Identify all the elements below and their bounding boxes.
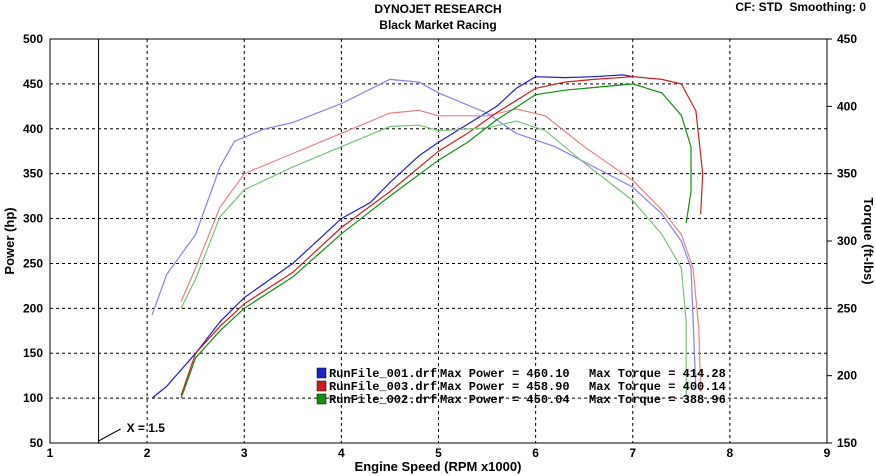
legend-max-power: Max Power = 450.04: [440, 393, 570, 407]
x-tick-label: 3: [241, 446, 248, 460]
torque-line-3: [180, 120, 687, 396]
power-line-3: [180, 83, 692, 399]
y-right-tick-label: 400: [837, 99, 857, 113]
y-left-axis-ticks: 50 100 150 200 250 300 350 400 450 500: [23, 32, 43, 450]
y-left-tick-label: 350: [23, 167, 43, 181]
x-axis-label: Engine Speed (RPM x1000): [355, 459, 522, 474]
x-tick-label: 5: [435, 446, 442, 460]
y-left-axis-label: Power (hp): [2, 207, 17, 274]
y-right-tick-label: 300: [837, 234, 857, 248]
legend-swatch: [316, 367, 327, 379]
chart-title: DYNOJET RESEARCH: [374, 2, 501, 16]
x-tick-label: 6: [532, 446, 539, 460]
torque-line-2: [180, 108, 702, 392]
legend-max-torque: Max Torque = 414.28: [589, 367, 726, 381]
y-right-axis-label: Torque (ft-lbs): [861, 197, 876, 284]
y-left-tick-label: 450: [23, 77, 43, 91]
y-right-axis-ticks: 150 200 250 300 350 400 450: [827, 32, 857, 450]
y-right-tick-label: 150: [837, 436, 857, 450]
settings-label: CF: STD Smoothing: 0: [735, 0, 866, 14]
x-tick-label: 4: [338, 446, 345, 460]
legend-run-name: RunFile_002.drf: [329, 393, 437, 407]
power-line-2: [180, 76, 704, 396]
y-right-tick-label: 450: [837, 32, 857, 46]
x-tick-label: 8: [727, 446, 734, 460]
y-left-tick-label: 250: [23, 256, 43, 270]
x-tick-label: 9: [824, 446, 831, 460]
y-right-tick-label: 250: [837, 301, 857, 315]
y-left-tick-label: 400: [23, 122, 43, 136]
legend-run-name: RunFile_003.drf: [329, 380, 437, 394]
legend-run-name: RunFile_001.drf: [329, 367, 437, 381]
x-marker-label: X = 1.5: [127, 421, 166, 435]
y-left-tick-label: 150: [23, 346, 43, 360]
y-right-tick-label: 350: [837, 167, 857, 181]
grid: [50, 39, 827, 443]
legend-swatch: [316, 393, 327, 405]
x-tick-label: 2: [144, 446, 151, 460]
x-tick-label: 1: [47, 446, 54, 460]
x-tick-label: 7: [629, 446, 636, 460]
y-left-tick-label: 100: [23, 391, 43, 405]
legend-max-power: Max Power = 458.90: [440, 380, 570, 394]
y-left-tick-label: 50: [30, 436, 44, 450]
y-right-tick-label: 200: [837, 369, 857, 383]
torque-line-1: [151, 78, 697, 390]
x-axis-ticks: 1 2 3 4 5 6 7 8 9: [47, 446, 831, 460]
y-left-tick-label: 300: [23, 212, 43, 226]
y-left-tick-label: 500: [23, 32, 43, 46]
legend-swatch: [316, 380, 327, 392]
chart-subtitle: Black Market Racing: [379, 18, 496, 32]
legend-max-power: Max Power = 460.10: [440, 367, 570, 381]
legend: RunFile_001.drf Max Power = 460.10 Max Tor…: [316, 367, 726, 407]
power-line-1: [151, 74, 633, 399]
legend-max-torque: Max Torque = 388.96: [589, 393, 726, 407]
series-group: [98, 74, 704, 442]
x-marker-pointer: [98, 428, 121, 442]
legend-max-torque: Max Torque = 400.14: [589, 380, 726, 394]
y-left-tick-label: 200: [23, 301, 43, 315]
